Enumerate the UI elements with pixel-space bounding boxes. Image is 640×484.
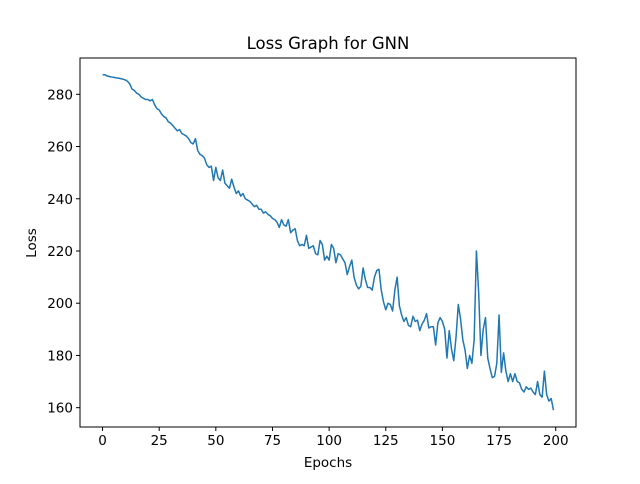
- x-axis-label: Epochs: [304, 455, 352, 471]
- y-tick-label: 200: [47, 296, 73, 312]
- chart-title: Loss Graph for GNN: [247, 34, 410, 53]
- x-tick-label: 125: [373, 433, 399, 449]
- y-tick-label: 280: [47, 87, 73, 103]
- x-tick-label: 25: [151, 433, 168, 449]
- x-tick-label: 0: [98, 433, 107, 449]
- x-tick-label: 50: [207, 433, 224, 449]
- y-tick-label: 180: [47, 348, 73, 364]
- y-tick-label: 220: [47, 244, 73, 260]
- x-tick-label: 100: [316, 433, 342, 449]
- x-tick-label: 150: [430, 433, 456, 449]
- x-tick-label: 75: [264, 433, 281, 449]
- y-tick-label: 160: [47, 401, 73, 417]
- y-tick-label: 240: [47, 192, 73, 208]
- x-tick-label: 175: [486, 433, 512, 449]
- y-tick-label: 260: [47, 140, 73, 156]
- y-axis-label: Loss: [24, 228, 40, 258]
- loss-line: [102, 73, 555, 411]
- x-tick-label: 200: [543, 433, 569, 449]
- plot-frame: [79, 57, 577, 428]
